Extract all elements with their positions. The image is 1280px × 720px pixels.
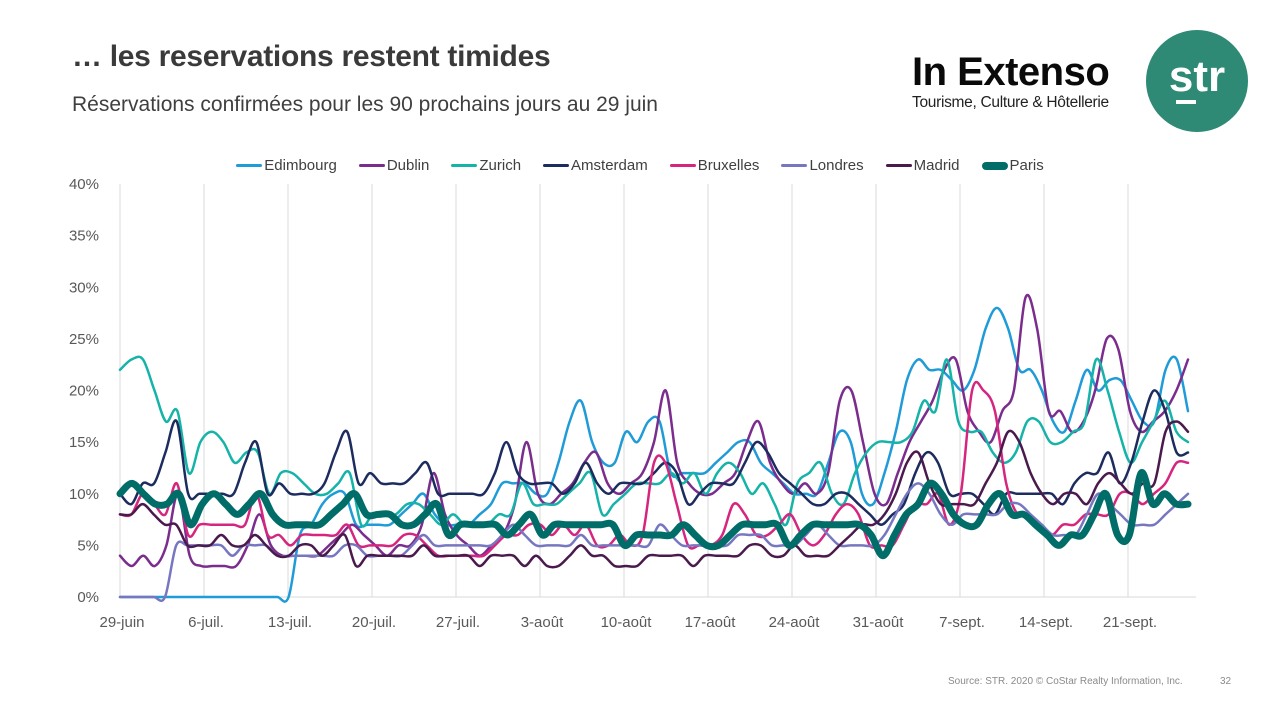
- series-line-paris: [116, 469, 1192, 560]
- legend-swatch: [543, 164, 570, 167]
- y-tick-label: 25%: [69, 331, 99, 348]
- y-tick-label: 0%: [77, 589, 99, 606]
- series-line-amsterdam: [118, 389, 1190, 526]
- str-logo-underline: [1176, 100, 1196, 104]
- legend-swatch: [451, 164, 478, 167]
- series-line-zurich: [118, 355, 1190, 528]
- legend-label: Londres: [809, 157, 864, 174]
- series-line-dublin: [118, 293, 1190, 569]
- y-tick-label: 30%: [69, 279, 99, 296]
- str-logo-badge: str: [1146, 30, 1248, 132]
- legend-item-bruxelles: Bruxelles: [669, 157, 760, 174]
- y-tick-label: 20%: [69, 383, 99, 400]
- x-tick-label: 14-sept.: [1019, 614, 1073, 631]
- page-number: 32: [1220, 676, 1232, 687]
- x-tick-label: 21-sept.: [1103, 614, 1157, 631]
- legend-label: Madrid: [913, 157, 960, 174]
- x-tick-label: 3-août: [521, 614, 564, 631]
- legend-label: Bruxelles: [697, 157, 760, 174]
- x-tick-label: 13-juil.: [268, 614, 312, 631]
- legend-item-londres: Londres: [781, 157, 864, 174]
- legend-swatch: [236, 164, 263, 167]
- slide-subtitle: Réservations confirmées pour les 90 proc…: [72, 93, 658, 116]
- y-tick-label: 15%: [69, 434, 99, 451]
- logo-tagline: Tourisme, Culture & Hôtellerie: [912, 94, 1109, 111]
- y-tick-label: 40%: [69, 176, 99, 193]
- x-tick-label: 7-sept.: [939, 614, 985, 631]
- legend-swatch: [781, 164, 808, 167]
- slide-title: … les reservations restent timides: [72, 40, 551, 73]
- x-tick-label: 20-juil.: [352, 614, 396, 631]
- series-line-bruxelles: [118, 380, 1190, 558]
- in-extenso-logo: In Extenso Tourisme, Culture & Hôtelleri…: [912, 50, 1110, 112]
- legend-item-zurich: Zurich: [451, 157, 521, 174]
- legend-swatch: [358, 164, 385, 167]
- legend-swatch: [885, 164, 912, 167]
- legend-label: Zurich: [479, 157, 522, 174]
- legend-swatch: [981, 161, 1008, 170]
- x-tick-label: 27-juil.: [436, 614, 480, 631]
- x-tick-label: 10-août: [601, 614, 653, 631]
- y-tick-label: 10%: [69, 486, 99, 503]
- y-tick-label: 35%: [69, 228, 99, 245]
- series-line-londres: [118, 482, 1190, 603]
- legend-label: Paris: [1009, 157, 1044, 174]
- x-tick-label: 17-août: [685, 614, 737, 631]
- source-note: Source: STR. 2020 © CoStar Realty Inform…: [948, 676, 1183, 687]
- legend-item-dublin: Dublin: [358, 157, 430, 174]
- legend-item-madrid: Madrid: [885, 157, 960, 174]
- legend-swatch: [669, 164, 696, 167]
- chart-legend: Edimbourg Dublin Zurich Amsterdam Bruxelles L…: [0, 157, 1280, 174]
- logo-name: In Extenso: [912, 50, 1110, 94]
- str-logo-text: str: [1168, 52, 1226, 101]
- legend-item-amsterdam: Amsterdam: [543, 157, 648, 174]
- x-tick-label: 6-juil.: [188, 614, 224, 631]
- legend-item-paris: Paris: [981, 157, 1044, 174]
- legend-item-edimbourg: Edimbourg: [236, 157, 337, 174]
- x-tick-label: 29-juin: [99, 614, 144, 631]
- legend-label: Amsterdam: [571, 157, 648, 174]
- y-tick-label: 5%: [77, 537, 99, 554]
- legend-label: Dublin: [386, 157, 430, 174]
- legend-label: Edimbourg: [264, 157, 337, 174]
- x-tick-label: 24-août: [769, 614, 821, 631]
- x-tick-label: 31-août: [853, 614, 905, 631]
- series-line-madrid: [118, 420, 1190, 569]
